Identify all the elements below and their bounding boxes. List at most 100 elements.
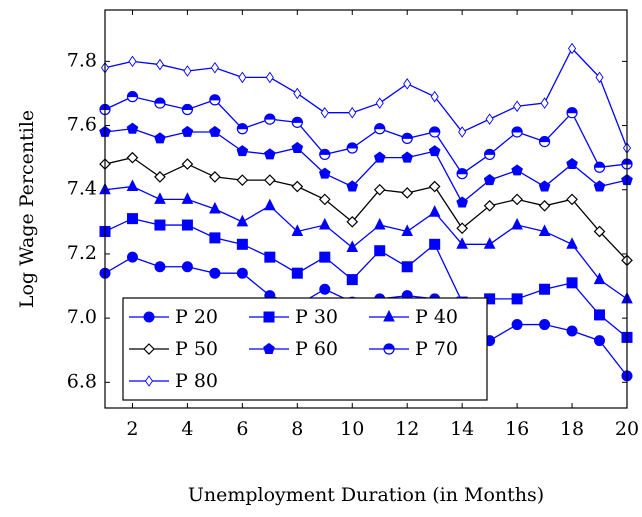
marker [513, 100, 522, 113]
marker [181, 219, 193, 231]
plot-frame [104, 9, 628, 409]
marker [429, 126, 441, 138]
y-tick-label: 7.2 [67, 242, 97, 264]
x-tick-label: 8 [291, 418, 303, 440]
marker [594, 335, 606, 347]
marker [594, 309, 606, 321]
x-tick-label: 12 [395, 418, 419, 440]
y-tick-label: 7.4 [67, 178, 97, 200]
marker [456, 196, 468, 208]
marker [373, 217, 386, 230]
marker [374, 245, 386, 257]
marker [511, 217, 523, 230]
marker [181, 125, 194, 137]
marker [320, 106, 329, 119]
marker [566, 107, 578, 119]
marker [539, 283, 551, 295]
marker [181, 261, 193, 273]
marker [236, 123, 248, 135]
marker-part [456, 168, 468, 175]
marker [236, 238, 248, 250]
x-tick-label: 4 [181, 418, 193, 440]
marker [126, 151, 139, 164]
marker [126, 213, 138, 225]
marker [291, 141, 304, 153]
marker [401, 224, 414, 236]
marker [265, 71, 274, 84]
marker [456, 222, 469, 235]
marker [126, 179, 139, 192]
legend-marker [143, 343, 155, 355]
marker [429, 238, 441, 250]
marker-part [346, 142, 358, 149]
marker [595, 71, 604, 84]
marker [154, 261, 166, 273]
series-line [105, 47, 627, 149]
legend-label: P 60 [295, 338, 338, 360]
marker [456, 237, 468, 249]
marker [126, 122, 139, 134]
marker [291, 180, 304, 193]
marker [319, 251, 331, 263]
marker [593, 272, 606, 285]
marker [155, 58, 164, 71]
marker [483, 173, 496, 186]
marker [319, 283, 331, 295]
marker [566, 325, 578, 337]
marker-part [484, 149, 496, 155]
x-axis-label: Unemployment Duration (in Months) [188, 484, 544, 506]
marker [209, 171, 221, 183]
marker [291, 224, 304, 236]
marker [346, 180, 359, 192]
marker-part [429, 126, 441, 133]
marker-part [264, 113, 276, 120]
marker-part [511, 126, 523, 133]
marker [374, 123, 386, 135]
legend-label: P 80 [175, 370, 218, 392]
marker-part [181, 104, 193, 110]
marker [540, 97, 549, 109]
marker [538, 135, 551, 148]
legend-marker [263, 342, 275, 354]
marker [539, 319, 551, 331]
marker [593, 225, 606, 238]
marker [566, 277, 578, 289]
marker [291, 116, 303, 128]
marker [346, 274, 358, 286]
marker [181, 158, 194, 170]
marker [264, 251, 276, 263]
marker-part [374, 123, 386, 130]
x-tick-label: 20 [615, 418, 639, 440]
marker-part [209, 94, 221, 101]
legend-marker [383, 343, 395, 355]
y-tick-label: 7.6 [67, 114, 97, 136]
marker-part [319, 149, 331, 155]
marker [183, 65, 192, 77]
marker [126, 91, 139, 103]
marker [154, 97, 166, 109]
marker [483, 199, 496, 212]
marker-part [126, 91, 138, 98]
marker [401, 151, 414, 163]
marker [126, 251, 138, 263]
marker [154, 171, 166, 183]
marker [209, 94, 221, 106]
marker [566, 237, 578, 249]
marker [401, 261, 413, 273]
marker [264, 148, 276, 160]
marker [238, 71, 247, 84]
marker [236, 267, 248, 279]
marker [348, 106, 357, 119]
marker [154, 219, 166, 231]
marker-part [539, 136, 551, 143]
marker-part [594, 161, 606, 168]
marker [264, 113, 276, 125]
marker-part [383, 343, 395, 350]
marker [538, 199, 551, 212]
x-tick-label: 10 [340, 418, 364, 440]
y-tick-label: 7.8 [67, 49, 97, 71]
marker [511, 293, 523, 305]
marker-part [236, 123, 248, 130]
marker [566, 193, 578, 206]
